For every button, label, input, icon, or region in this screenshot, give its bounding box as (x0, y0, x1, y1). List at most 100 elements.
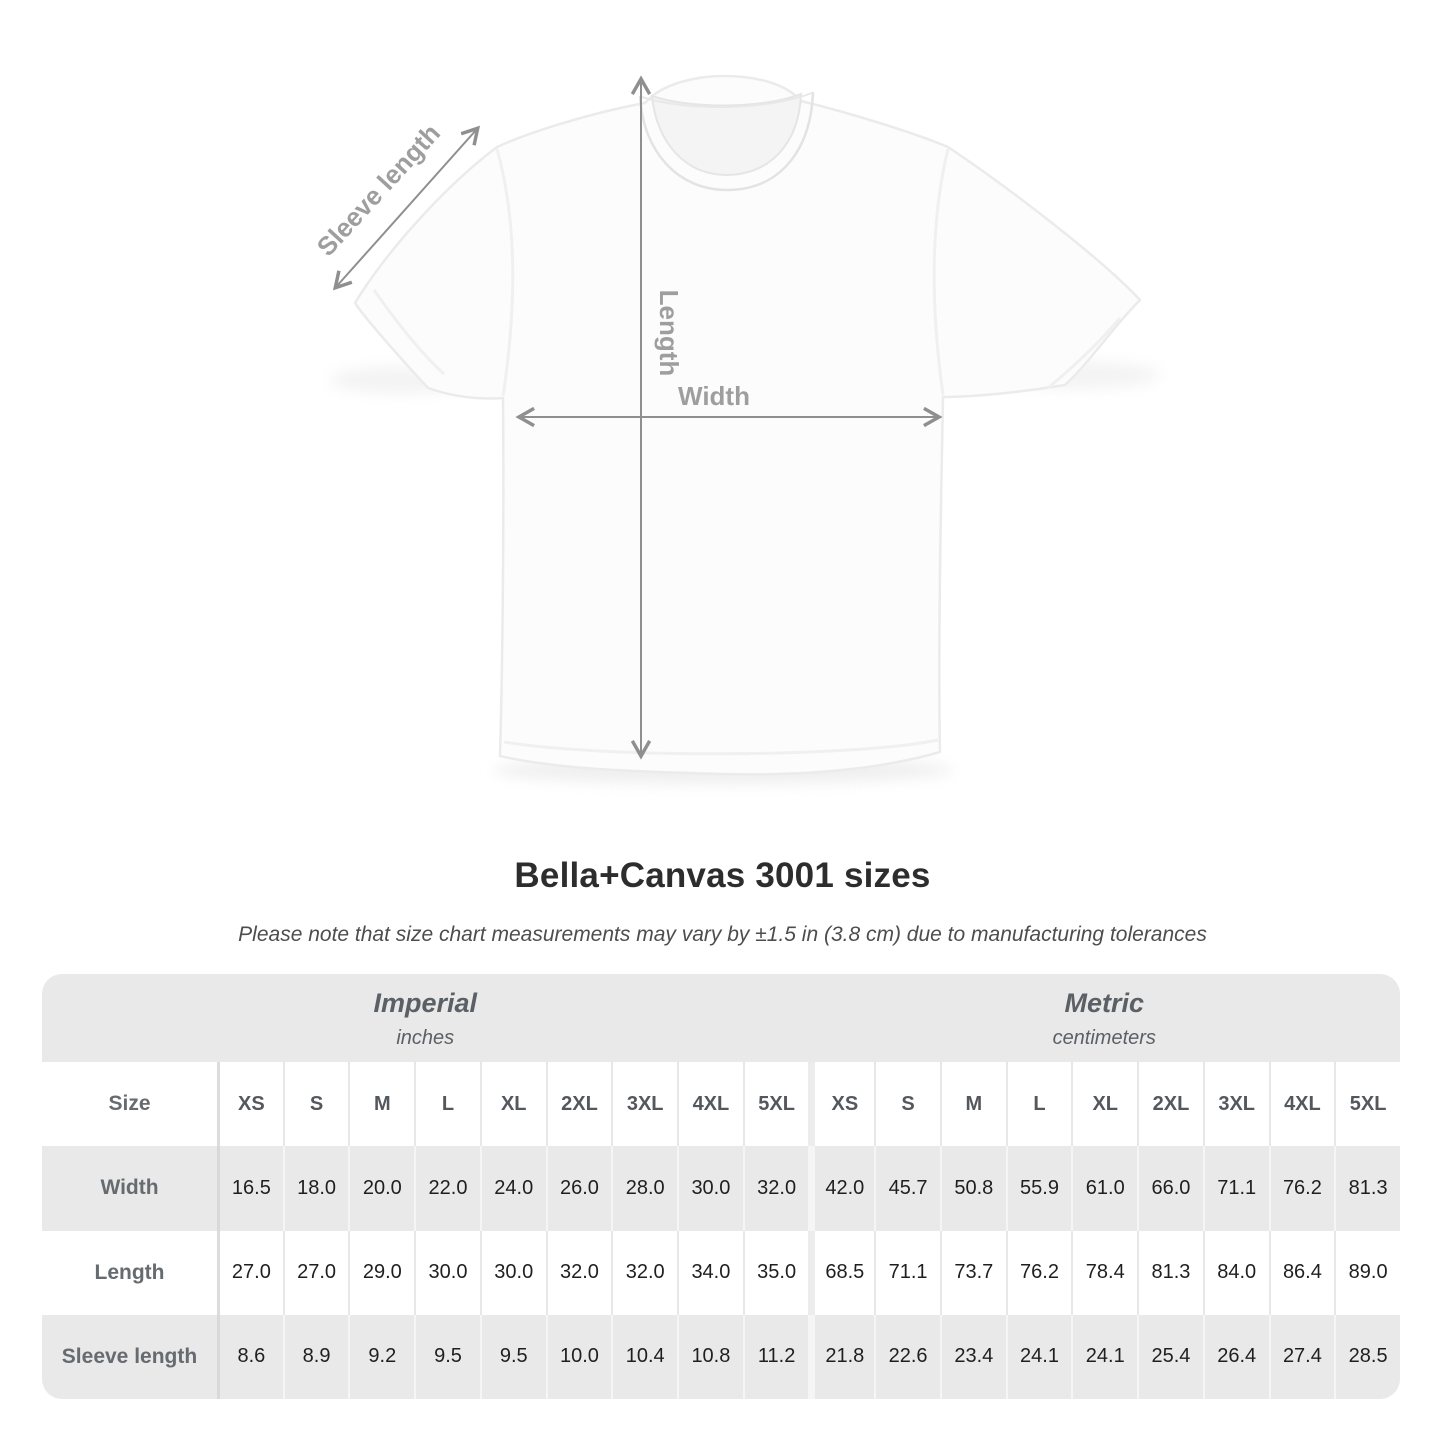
value-cell: 32.0 (611, 1230, 678, 1315)
value-cell: 35.0 (742, 1230, 809, 1315)
tshirt-measurement-diagram: Sleeve length Length Width (311, 74, 1160, 784)
value-cell: 81.3 (1137, 1230, 1203, 1315)
row-label: Width (42, 1146, 217, 1231)
value-cell: 16.5 (217, 1146, 283, 1231)
value-cell: 10.0 (545, 1314, 612, 1399)
value-cell: 9.5 (414, 1314, 480, 1399)
value-cell: 28.0 (611, 1146, 678, 1231)
length-label: Length (654, 290, 684, 377)
value-cell: 21.8 (808, 1314, 875, 1399)
size-cell-imperial-xl: XL (479, 1062, 546, 1147)
value-cell: 26.0 (545, 1146, 612, 1231)
size-cell-metric-4xl: 4XL (1268, 1062, 1335, 1147)
left-sleeve-seam (495, 148, 515, 397)
value-cell: 22.6 (874, 1314, 940, 1399)
value-cell: 30.0 (479, 1230, 546, 1315)
value-cell: 78.4 (1071, 1230, 1138, 1315)
value-cell: 18.0 (282, 1146, 349, 1231)
value-cell: 81.3 (1334, 1146, 1400, 1231)
value-cell: 9.5 (479, 1314, 546, 1399)
value-cell: 32.0 (742, 1146, 809, 1231)
collar-band (638, 91, 815, 192)
size-cell-imperial-s: S (282, 1062, 349, 1147)
value-cell: 10.8 (677, 1314, 743, 1399)
bottom-hem-seam (503, 738, 939, 756)
imperial-unit: inches (396, 1027, 455, 1049)
value-cell: 32.0 (545, 1230, 612, 1315)
tolerance-note: Please note that size chart measurements… (238, 923, 1207, 946)
size-cell-metric-l: L (1005, 1062, 1072, 1147)
metric-title: Metric (1064, 988, 1145, 1018)
value-cell: 71.1 (874, 1230, 940, 1315)
value-cell: 73.7 (939, 1230, 1006, 1315)
value-cell: 26.4 (1202, 1314, 1269, 1399)
size-cell-metric-xs: XS (808, 1062, 875, 1147)
size-cell-imperial-4xl: 4XL (677, 1062, 743, 1147)
value-cell: 25.4 (1137, 1314, 1203, 1399)
value-cell: 89.0 (1334, 1230, 1400, 1315)
metric-header: Metric centimeters (809, 974, 1401, 1062)
value-cell: 45.7 (874, 1146, 940, 1231)
value-cell: 10.4 (611, 1314, 678, 1399)
value-cell: 23.4 (939, 1314, 1006, 1399)
metric-unit: centimeters (1052, 1027, 1156, 1049)
width-label: Width (678, 381, 750, 411)
size-cell-imperial-l: L (414, 1062, 480, 1147)
value-cell: 29.0 (348, 1230, 415, 1315)
right-sleeve-seam (932, 148, 950, 396)
size-cell-imperial-m: M (348, 1062, 415, 1147)
sleeve-length-arrow (332, 125, 481, 291)
size-cell-metric-5xl: 5XL (1334, 1062, 1400, 1147)
size-cell-metric-m: M (939, 1062, 1006, 1147)
value-cell: 84.0 (1202, 1230, 1269, 1315)
value-cell: 11.2 (742, 1314, 809, 1399)
size-cell-metric-xl: XL (1071, 1062, 1138, 1147)
value-cell: 27.0 (282, 1230, 349, 1315)
tshirt-graphic (353, 74, 1142, 776)
tshirt-outline (353, 74, 1142, 776)
size-cell-metric-2xl: 2XL (1137, 1062, 1203, 1147)
value-cell: 68.5 (808, 1230, 875, 1315)
value-cell: 71.1 (1202, 1146, 1269, 1231)
value-cell: 8.6 (217, 1314, 283, 1399)
size-cell-imperial-3xl: 3XL (611, 1062, 678, 1147)
value-cell: 50.8 (939, 1146, 1006, 1231)
value-cell: 42.0 (808, 1146, 875, 1231)
value-cell: 24.0 (479, 1146, 546, 1231)
value-cell: 20.0 (348, 1146, 415, 1231)
collar-inner (650, 92, 803, 177)
value-cell: 27.0 (217, 1230, 283, 1315)
value-cell: 61.0 (1071, 1146, 1138, 1231)
measurement-arrows (332, 75, 943, 760)
collar-back-line (641, 92, 813, 108)
value-cell: 8.9 (282, 1314, 349, 1399)
value-cell: 22.0 (414, 1146, 480, 1231)
size-column-header: Size (42, 1062, 217, 1147)
right-sleeve-hem (1047, 317, 1122, 390)
size-cell-metric-s: S (874, 1062, 940, 1147)
value-cell: 28.5 (1334, 1314, 1400, 1399)
imperial-header: Imperial inches (42, 974, 809, 1062)
value-cell: 55.9 (1005, 1146, 1072, 1231)
size-table: Imperial inches Metric centimeters Size X… (42, 974, 1400, 1399)
row-label: Length (42, 1230, 217, 1315)
value-cell: 34.0 (677, 1230, 743, 1315)
size-cell-metric-3xl: 3XL (1202, 1062, 1269, 1147)
value-cell: 24.1 (1071, 1314, 1138, 1399)
value-cell: 27.4 (1268, 1314, 1335, 1399)
value-cell: 9.2 (348, 1314, 415, 1399)
value-cell: 76.2 (1268, 1146, 1335, 1231)
page-title: Bella+Canvas 3001 sizes (514, 856, 931, 895)
size-cell-imperial-2xl: 2XL (545, 1062, 612, 1147)
imperial-title: Imperial (373, 988, 478, 1018)
value-cell: 30.0 (677, 1146, 743, 1231)
value-cell: 30.0 (414, 1230, 480, 1315)
row-label: Sleeve length (42, 1314, 217, 1399)
value-cell: 86.4 (1268, 1230, 1335, 1315)
size-cell-imperial-xs: XS (217, 1062, 283, 1147)
value-cell: 66.0 (1137, 1146, 1203, 1231)
size-cell-imperial-5xl: 5XL (742, 1062, 809, 1147)
table-body: Size XS S M L XL 2XL 3XL 4XL 5XL XS S M L XL 2XL 3XL 4XL 5… (42, 1062, 1400, 1399)
value-cell: 24.1 (1005, 1314, 1072, 1399)
